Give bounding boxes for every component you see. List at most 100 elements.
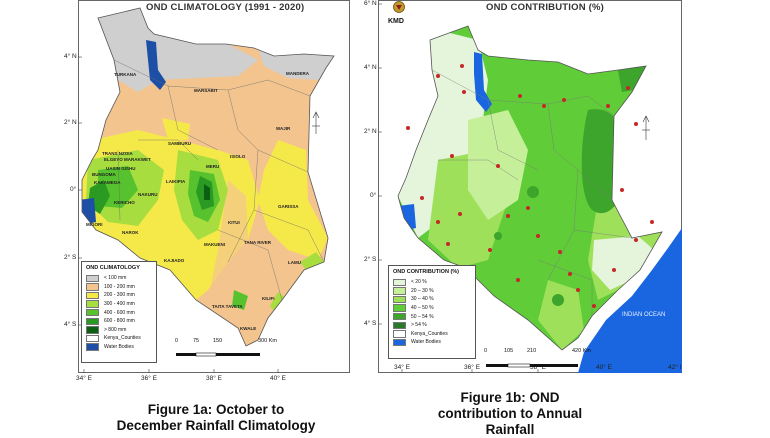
legend-item: < 100 mm <box>86 274 156 283</box>
legend-swatch <box>86 283 99 291</box>
label-samburu: SAMBURU <box>168 141 191 146</box>
legend-swatch <box>86 300 99 308</box>
map-b-lat-label: 6° N <box>364 0 377 7</box>
kmd-logo-text: KMD <box>388 18 404 25</box>
contribution-map-panel: OND CONTRIBUTION (%) KMD <box>364 0 682 374</box>
legend-swatch <box>86 291 99 300</box>
legend-item: Kenya_Counties <box>86 334 156 343</box>
legend-swatch <box>86 274 99 283</box>
map-b-scale-bar <box>486 356 582 374</box>
caption-line: Rainfall <box>485 422 535 437</box>
legend-item: > 54 % <box>393 321 475 330</box>
legend-title: OND CLIMATOLOGY <box>86 265 140 271</box>
legend-item: 300 - 400 mm <box>86 300 156 309</box>
label-kwale: KWALE <box>240 326 256 331</box>
map-b-lon-label: 38° E <box>530 364 546 371</box>
town-markers <box>406 64 654 308</box>
label-kitui: KITUI <box>228 220 240 225</box>
label-marsabit: MARSABIT <box>194 88 218 93</box>
map-a-scale-bar <box>176 345 262 357</box>
label-kakamega: KAKAMEGA <box>94 180 121 185</box>
climatology-map-panel: OND CLIMATOLOGY (1991 - 2020) <box>64 0 350 382</box>
map-a-lat-label: 4° S <box>64 321 77 328</box>
label-wajir: WAJIR <box>276 126 291 131</box>
kmd-logo: KMD <box>388 0 410 25</box>
caption-line: December Rainfall Climatology <box>116 418 316 433</box>
legend-swatch <box>393 330 406 338</box>
caption-line: Figure 1b: OND <box>460 390 560 405</box>
label-meru: MERU <box>206 164 219 169</box>
legend-label: Water Bodies <box>411 339 441 346</box>
label-uasin-gishu: UASIN GISHU <box>106 166 136 171</box>
label-mandera: MANDERA <box>286 71 310 76</box>
legend-swatch <box>86 343 99 351</box>
label-laikipia: LAIKIPIA <box>166 179 186 184</box>
map-a-frame: TURKANA MARSABIT MANDERA WAJIR ISIOLO SA… <box>78 0 350 373</box>
county-boundaries-b <box>431 69 633 316</box>
ocean-label: INDIAN OCEAN <box>622 312 666 318</box>
label-narok: NAROK <box>122 230 139 235</box>
north-arrow-icon <box>312 111 320 134</box>
legend-label: > 800 mm <box>104 326 127 333</box>
map-a-lat-label: 0° <box>70 186 77 193</box>
label-trans-nzoia: TRANS NZOIA <box>102 151 133 156</box>
label-isiolo: ISIOLO <box>230 154 246 159</box>
map-a-lat-label: 4° N <box>64 53 77 60</box>
map-b-frame <box>378 0 682 373</box>
legend-swatch <box>393 295 406 304</box>
figure-1b-caption: Figure 1b: OND contribution to Annual Ra… <box>418 390 602 438</box>
legend-label: < 20 % <box>411 279 427 286</box>
map-a-lon-label: 34° E <box>76 375 92 382</box>
legend-item: 400 - 600 mm <box>86 308 156 317</box>
legend-label: 30 – 40 % <box>411 296 434 303</box>
legend-label: 100 - 200 mm <box>104 283 135 290</box>
map-b-lat-label: 4° N <box>364 64 377 71</box>
label-kericho: KERICHO <box>114 200 135 205</box>
legend-label: 40 – 50 % <box>411 305 434 312</box>
legend-item: 40 – 50 % <box>393 304 475 313</box>
legend-label: Kenya_Counties <box>104 335 141 342</box>
legend-label: 400 - 600 mm <box>104 309 135 316</box>
label-garissa: GARISSA <box>278 204 299 209</box>
legend-item: 100 - 200 mm <box>86 283 156 292</box>
legend-swatch <box>86 308 99 317</box>
scale-tick: 300 Km <box>258 338 277 344</box>
legend-item: 200 - 300 mm <box>86 291 156 300</box>
label-migori: MIGORI <box>86 222 103 227</box>
legend-item: Kenya_Counties <box>393 330 475 339</box>
legend-label: 600 - 800 mm <box>104 318 135 325</box>
label-turkana: TURKANA <box>114 72 137 77</box>
map-a-lon-label: 40° E <box>270 375 286 382</box>
label-kilifi: KILIFI <box>262 296 275 301</box>
map-b-lon-label: 36° E <box>464 364 480 371</box>
scale-tick: 150 <box>213 338 223 344</box>
indian-ocean <box>578 228 682 373</box>
legend-label: 20 – 30 % <box>411 287 434 294</box>
legend-swatch <box>393 312 406 321</box>
legend-label: > 54 % <box>411 322 427 329</box>
map-a-lat-label: 2° S <box>64 254 77 261</box>
figure-1a-caption: Figure 1a: October to December Rainfall … <box>96 402 336 434</box>
north-arrow-icon <box>642 115 650 140</box>
map-b-lat-label: 4° S <box>364 320 377 327</box>
legend-title: OND CONTRIBUTION (%) <box>393 269 459 275</box>
county-boundaries <box>113 59 325 301</box>
kenya-outline-b <box>397 25 663 351</box>
map-b-lat-label: 2° S <box>364 256 377 263</box>
legend-item: 600 - 800 mm <box>86 317 156 326</box>
caption-line: Figure 1a: October to <box>147 402 285 417</box>
map-b-lon-label: 34° E <box>394 364 410 371</box>
label-taita-taveta: TAITA TAVETA <box>212 304 243 309</box>
map-b-lat-label: 0° <box>370 192 377 199</box>
map-b-legend: OND CONTRIBUTION (%) < 20 % 20 – 30 % 30 –… <box>388 265 476 359</box>
legend-item: 50 – 54 % <box>393 312 475 321</box>
legend-item: 30 – 40 % <box>393 295 475 304</box>
legend-label: Kenya_Counties <box>411 330 448 337</box>
legend-swatch <box>86 334 99 343</box>
legend-swatch <box>393 338 406 347</box>
map-b-lon-label: 42° I <box>668 364 682 371</box>
scale-tick: 210 <box>527 348 537 354</box>
map-a-legend: OND CLIMATOLOGY < 100 mm 100 - 200 mm 200 … <box>81 261 157 363</box>
legend-swatch <box>393 321 406 330</box>
scale-tick: 0 <box>175 338 179 344</box>
